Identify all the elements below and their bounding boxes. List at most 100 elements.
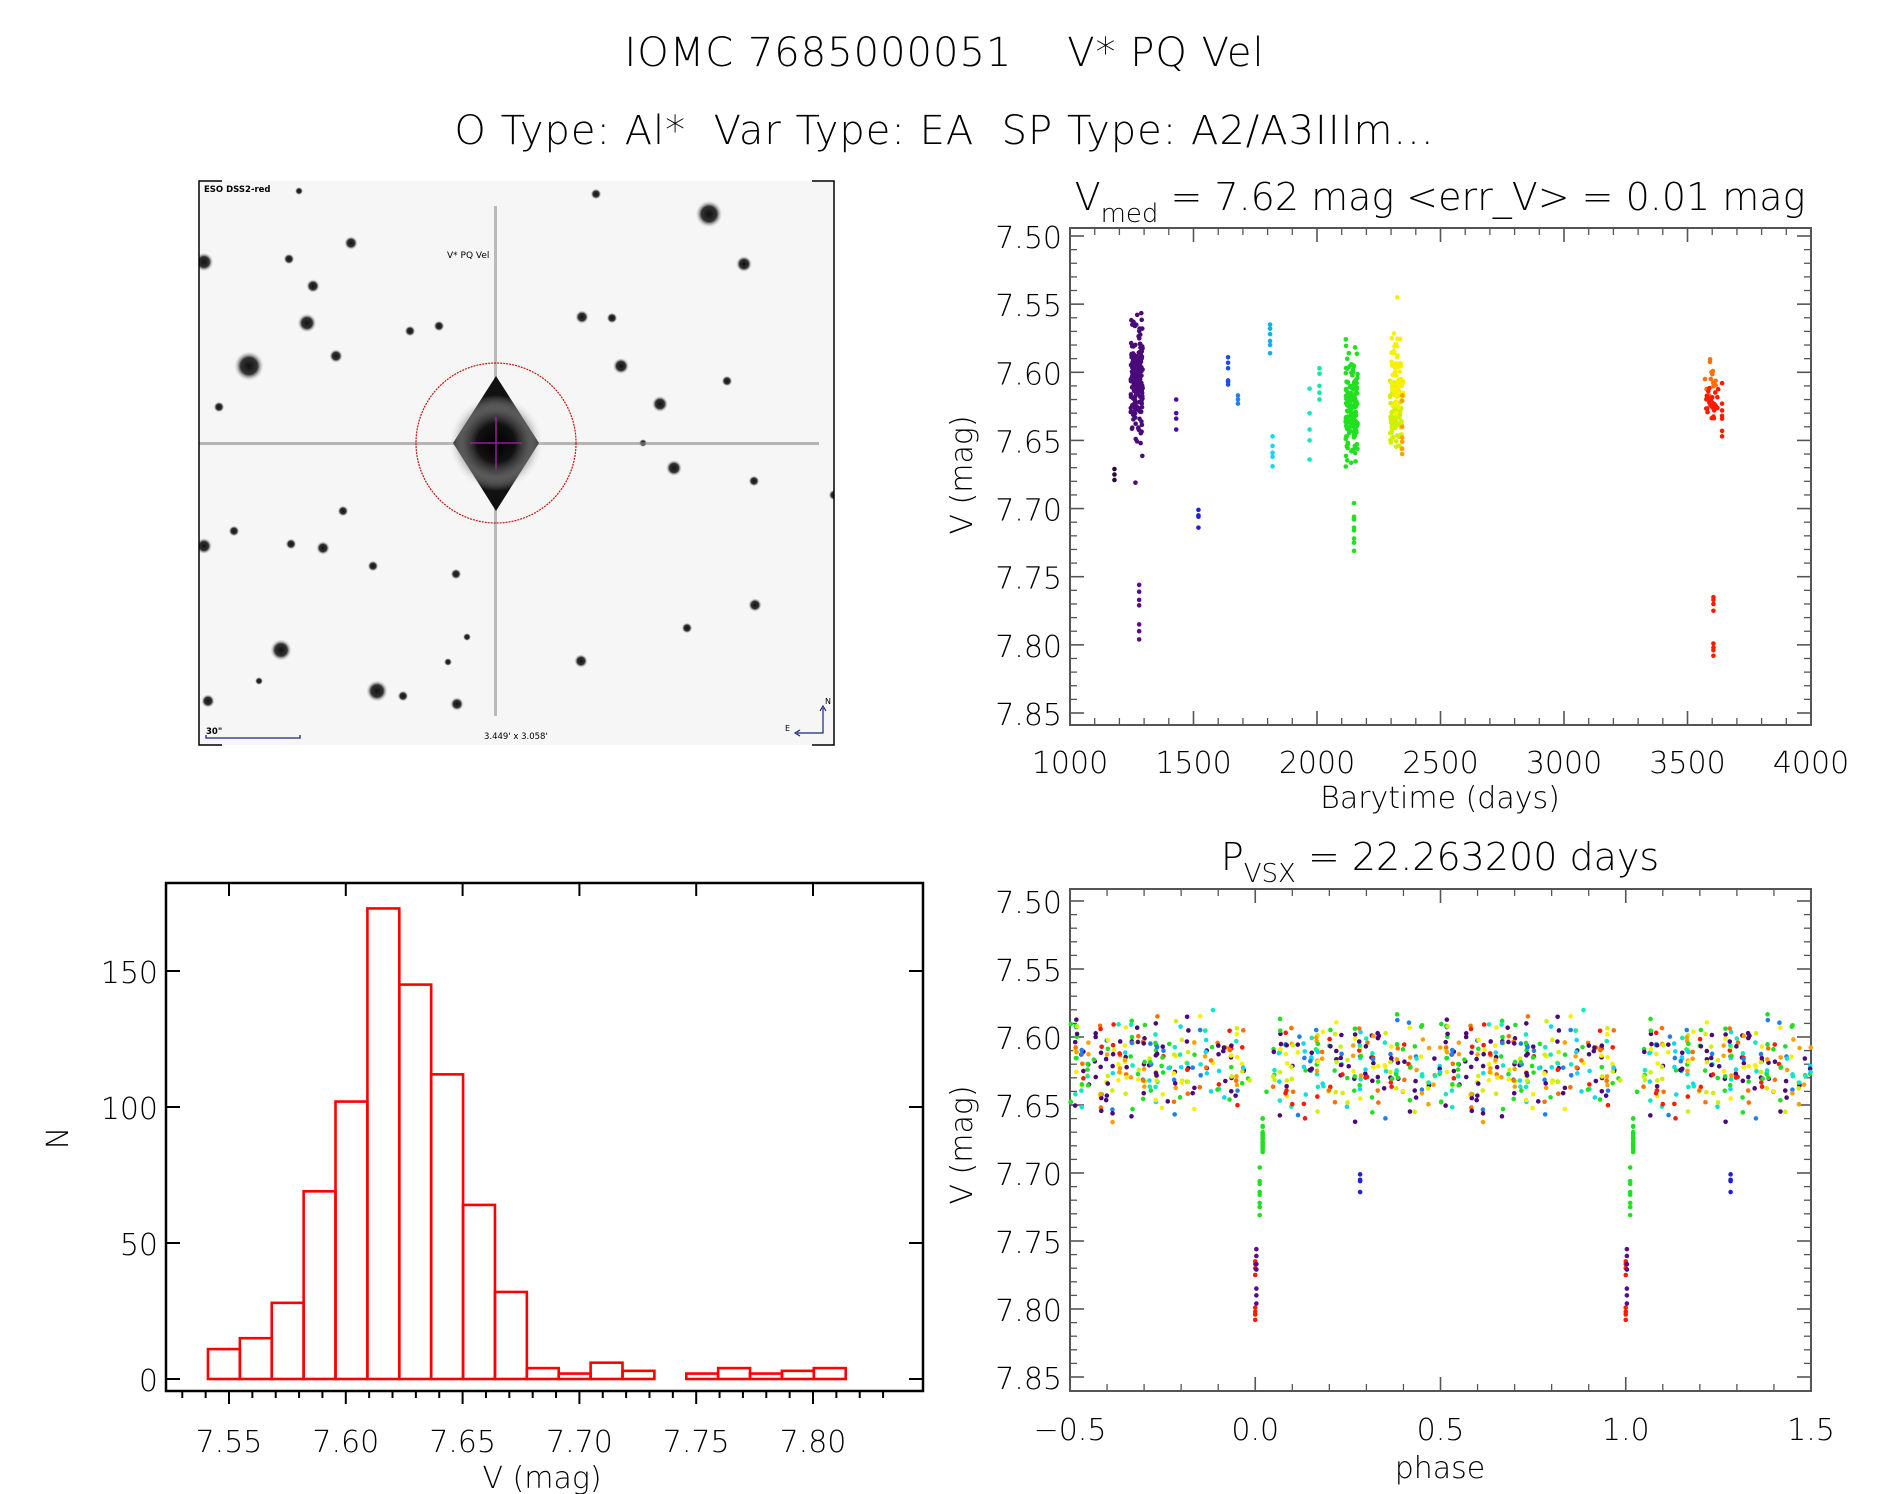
data-point	[1222, 1095, 1227, 1100]
data-point	[1252, 1272, 1258, 1278]
data-point	[1579, 1089, 1584, 1094]
data-point	[1542, 1044, 1548, 1050]
finder-image: V* PQ Vel	[199, 181, 834, 745]
data-point	[1733, 1075, 1739, 1080]
data-point	[1702, 1068, 1708, 1073]
data-point	[1267, 338, 1273, 344]
data-point	[1128, 394, 1134, 400]
data-point	[1399, 398, 1405, 404]
data-point	[1707, 359, 1713, 365]
data-point	[1260, 1140, 1265, 1145]
data-point	[1363, 1071, 1368, 1076]
data-point	[1116, 1022, 1121, 1027]
field-star	[404, 325, 416, 337]
data-point	[1463, 1074, 1469, 1080]
histogram-y-label: N	[41, 1127, 76, 1149]
data-point	[1254, 1301, 1259, 1306]
data-point	[1333, 1048, 1339, 1054]
data-point	[1072, 1039, 1078, 1045]
data-point	[1387, 394, 1393, 400]
data-point	[1728, 1096, 1734, 1101]
data-point	[1370, 1056, 1376, 1062]
data-point	[1573, 1054, 1578, 1059]
data-point	[1132, 411, 1138, 416]
data-point	[1389, 1076, 1395, 1081]
data-point	[1593, 1078, 1599, 1084]
data-point	[1068, 1099, 1074, 1105]
data-point	[1808, 1069, 1813, 1075]
data-point	[1617, 1078, 1623, 1083]
data-point	[1136, 1033, 1141, 1039]
data-point	[1074, 1031, 1080, 1037]
data-point	[1647, 1050, 1653, 1055]
data-point	[1396, 405, 1402, 410]
data-point	[1740, 1095, 1745, 1100]
data-point	[1426, 1101, 1431, 1107]
data-point	[1574, 1037, 1579, 1043]
data-point	[1711, 653, 1716, 659]
data-point	[1686, 1084, 1691, 1090]
data-point	[1252, 1312, 1258, 1317]
data-point	[1134, 371, 1140, 377]
data-point	[1389, 1084, 1394, 1089]
data-point	[1153, 1084, 1158, 1090]
data-point	[1604, 1074, 1610, 1079]
data-point	[1376, 1100, 1381, 1105]
field-star	[681, 622, 693, 634]
data-point	[1443, 1091, 1449, 1097]
data-point	[1713, 405, 1719, 411]
data-point	[1227, 1097, 1232, 1102]
data-point	[1388, 1080, 1394, 1085]
data-point	[1277, 1113, 1283, 1118]
data-point	[1289, 1076, 1295, 1082]
field-star	[213, 401, 225, 413]
data-point	[1648, 1016, 1653, 1022]
data-point	[1388, 437, 1393, 443]
data-point	[1493, 1050, 1499, 1055]
data-point	[1419, 1023, 1425, 1028]
data-point	[1426, 1045, 1432, 1051]
data-point	[1252, 1317, 1258, 1323]
histogram-x-tick-labels: 7.55 7.60 7.65 7.70 7.75 7.80	[196, 1425, 847, 1460]
data-point	[1684, 1027, 1690, 1033]
data-point	[1309, 1050, 1315, 1056]
data-point	[1352, 398, 1357, 404]
data-point	[1734, 1044, 1739, 1049]
data-point	[1393, 444, 1399, 449]
data-point	[1357, 1082, 1362, 1088]
data-point	[1352, 450, 1358, 456]
data-point	[1221, 1045, 1227, 1050]
data-point	[1147, 1056, 1152, 1061]
data-point	[1136, 622, 1142, 627]
data-point	[1333, 1089, 1339, 1095]
data-point	[1171, 1099, 1177, 1105]
data-point	[1469, 1095, 1475, 1101]
field-star	[316, 541, 330, 555]
data-point	[1401, 1042, 1407, 1047]
data-point	[1556, 1091, 1561, 1097]
data-point	[1721, 1043, 1726, 1048]
data-point	[1426, 1080, 1431, 1085]
data-point	[1270, 450, 1275, 455]
data-point	[1654, 1088, 1660, 1093]
finder-frame: ESO DSS2-red 30" 3.449' x 3.058' N E	[198, 180, 835, 746]
data-point	[1790, 1072, 1795, 1077]
data-point	[1352, 1119, 1358, 1125]
data-point	[1719, 380, 1725, 386]
data-point	[1728, 1077, 1734, 1082]
histogram-chart: 0 50 100 150 7.55 7.60 7.65 7.70 7.75 7.80 V (ma…	[41, 881, 925, 1494]
data-point	[1375, 1074, 1381, 1080]
data-point	[1139, 422, 1145, 428]
data-point	[1623, 1312, 1629, 1317]
data-point	[1623, 1272, 1629, 1278]
data-point	[1215, 1043, 1221, 1048]
data-point	[1797, 1045, 1802, 1051]
data-point	[1148, 1059, 1153, 1065]
data-point	[1389, 1044, 1394, 1049]
data-point	[1138, 409, 1144, 415]
data-point	[1705, 409, 1710, 415]
data-point	[1351, 548, 1357, 554]
data-point	[1392, 344, 1397, 349]
data-point	[1388, 1051, 1393, 1057]
data-point	[1728, 1178, 1733, 1184]
